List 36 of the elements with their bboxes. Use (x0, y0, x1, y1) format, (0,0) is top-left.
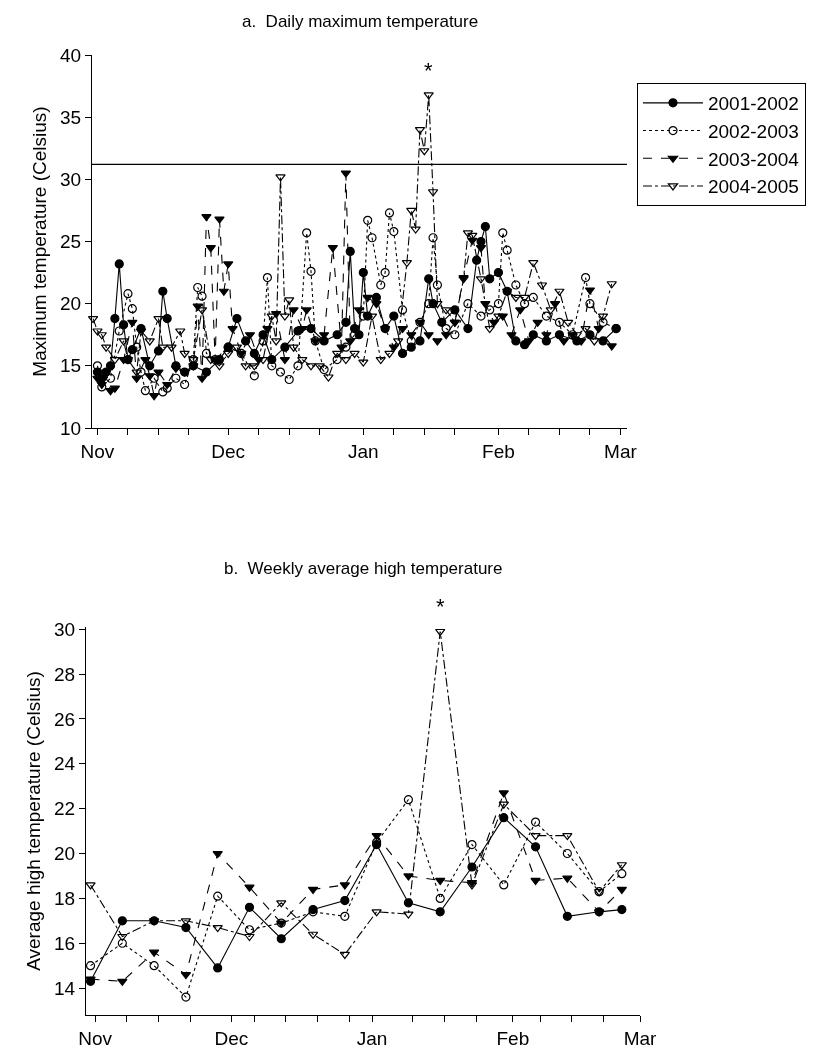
x-tick-label: Mar (623, 1027, 658, 1049)
x-tick-label: Feb (482, 440, 515, 462)
y-axis-title: Average high temperature (Celsius) (22, 671, 44, 971)
x-tick-label: Jan (347, 440, 379, 462)
y-tick-label: 18 (54, 888, 76, 910)
y-tick-label: 28 (54, 663, 76, 685)
y-tick-label: 26 (54, 708, 76, 730)
y-tick-label: 30 (54, 618, 76, 640)
y-tick-label: 40 (60, 44, 82, 66)
y-tick-label: 35 (60, 106, 82, 128)
annotation: * (424, 58, 433, 83)
legend-label: 2003-2004 (707, 148, 800, 170)
x-tick-label: Dec (211, 440, 246, 462)
y-tick-label: 10 (60, 417, 82, 439)
x-tick-label: Jan (356, 1027, 388, 1049)
x-tick-label: Nov (80, 440, 115, 462)
x-tick-label: Feb (496, 1027, 530, 1049)
chart-title: a. Daily maximum temperature (242, 12, 479, 31)
legend-label: 2001-2002 (707, 93, 799, 115)
y-tick-label: 22 (54, 798, 76, 820)
y-tick-label: 30 (60, 168, 82, 190)
x-tick-label: Nov (78, 1027, 113, 1049)
chart-title: b. Weekly average high temperature (224, 559, 503, 578)
y-axis-title: Maximum temperature (Celsius) (28, 106, 50, 377)
legend-label: 2002-2003 (707, 120, 799, 142)
text: * (436, 594, 445, 619)
x-tick-label: Dec (214, 1027, 249, 1049)
y-tick-label: 25 (60, 231, 82, 253)
y-tick-label: 16 (54, 932, 76, 954)
y-tick-label: 20 (60, 293, 82, 315)
y-tick-label: 24 (54, 753, 76, 775)
y-tick-label: 20 (54, 843, 76, 865)
y-tick-label: 14 (54, 977, 76, 999)
y-tick-label: 15 (60, 355, 82, 377)
legend-label: 2004-2005 (707, 176, 799, 198)
x-tick-label: Mar (604, 440, 638, 462)
